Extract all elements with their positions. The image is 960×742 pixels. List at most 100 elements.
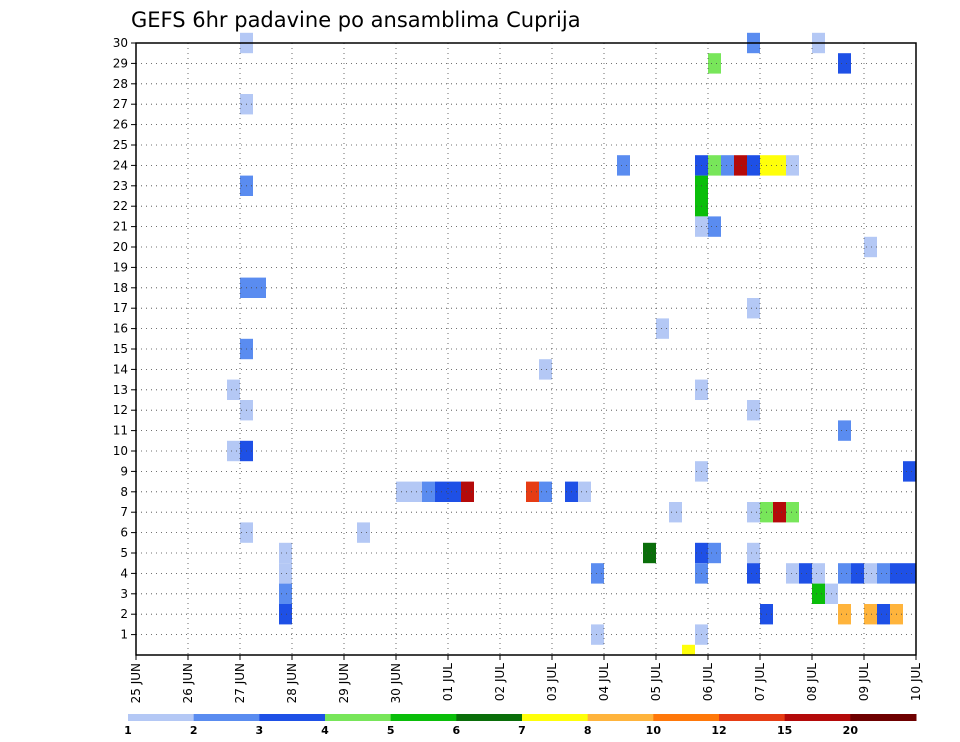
chart-title: GEFS 6hr padavine po ansamblima Cuprija xyxy=(131,8,581,32)
legend-swatch xyxy=(456,714,523,721)
precip-cell xyxy=(747,563,760,584)
precip-cell xyxy=(669,502,682,523)
legend-swatch xyxy=(719,714,786,721)
legend-label: 6 xyxy=(453,724,461,737)
y-tick-label: 13 xyxy=(113,383,128,397)
precip-cell xyxy=(864,604,877,625)
precip-cell xyxy=(864,236,877,258)
legend-label: 5 xyxy=(387,724,395,737)
precip-cell xyxy=(422,481,435,502)
y-tick-label: 3 xyxy=(120,587,128,601)
x-tick-label: 07 JUL xyxy=(753,663,767,701)
precip-cell xyxy=(838,604,851,625)
legend-swatch xyxy=(587,714,654,721)
x-tick-label: 02 JUL xyxy=(493,663,507,701)
precip-cell xyxy=(279,563,292,584)
legend-label: 3 xyxy=(256,724,264,737)
precip-cell xyxy=(747,298,760,319)
x-tick-label: 29 JUN xyxy=(337,663,351,703)
y-axis: 1234567891011121314151617181920212223242… xyxy=(113,36,136,642)
legend-swatch xyxy=(522,714,589,721)
legend-swatch xyxy=(128,714,195,721)
legend-swatch xyxy=(653,714,720,721)
precip-cell xyxy=(708,53,721,74)
precip-cell xyxy=(838,563,851,584)
precip-cell xyxy=(227,379,240,400)
x-tick-label: 09 JUL xyxy=(857,663,871,701)
legend-label: 12 xyxy=(711,724,726,737)
precip-cell xyxy=(786,502,799,523)
x-tick-label: 26 JUN xyxy=(181,663,195,703)
legend-label: 15 xyxy=(777,724,792,737)
x-tick-label: 06 JUL xyxy=(701,663,715,701)
y-tick-label: 11 xyxy=(113,424,128,438)
legend-label: 7 xyxy=(518,724,526,737)
y-tick-label: 22 xyxy=(113,199,128,213)
precip-cell xyxy=(747,400,760,421)
y-tick-label: 27 xyxy=(113,97,128,111)
y-tick-label: 15 xyxy=(113,342,128,356)
x-tick-label: 05 JUL xyxy=(649,663,663,701)
precip-cell xyxy=(773,155,786,176)
legend-swatch xyxy=(850,714,917,721)
precip-cell xyxy=(877,604,890,625)
precip-cell xyxy=(747,542,760,564)
precip-cell xyxy=(786,155,799,176)
precip-cell xyxy=(539,481,552,502)
x-axis: 25 JUN 26 JUN 27 JUN 28 JUN 29 JUN 30 JUN 01 J… xyxy=(129,655,923,703)
legend-swatch xyxy=(784,714,851,721)
x-tick-label: 03 JUL xyxy=(545,663,559,701)
color-legend: 1 2 3 4 5 6 7 8 10 12 15 20 xyxy=(124,714,917,737)
y-tick-label: 5 xyxy=(120,546,128,560)
y-tick-label: 12 xyxy=(113,403,128,417)
precip-cell xyxy=(682,644,695,655)
precip-cell xyxy=(539,359,552,380)
precip-cell xyxy=(773,502,786,523)
legend-label: 10 xyxy=(646,724,662,737)
y-tick-label: 23 xyxy=(113,179,128,193)
precip-cells xyxy=(227,32,916,655)
y-tick-label: 1 xyxy=(120,628,128,642)
precip-cell xyxy=(747,502,760,523)
precip-cell xyxy=(838,53,851,74)
y-tick-label: 16 xyxy=(113,322,128,336)
legend-label: 4 xyxy=(321,724,329,737)
precip-cell xyxy=(227,440,240,462)
legend-label: 2 xyxy=(190,724,198,737)
precip-cell xyxy=(656,318,669,339)
y-tick-label: 21 xyxy=(113,220,128,234)
y-tick-label: 24 xyxy=(113,158,128,172)
y-tick-label: 6 xyxy=(120,526,128,540)
precip-cell xyxy=(279,583,292,604)
precip-cell xyxy=(279,604,292,625)
y-tick-label: 10 xyxy=(113,444,128,458)
precip-cell xyxy=(708,216,721,237)
y-tick-label: 28 xyxy=(113,77,128,91)
precip-cell xyxy=(838,420,851,441)
precip-cell xyxy=(643,542,656,564)
precip-cell xyxy=(864,563,877,584)
precip-cell xyxy=(279,542,292,564)
precip-cell xyxy=(253,277,266,298)
y-tick-label: 9 xyxy=(120,464,128,478)
y-tick-label: 30 xyxy=(113,36,128,50)
precip-cell xyxy=(448,481,461,502)
legend-label: 8 xyxy=(584,724,592,737)
precip-cell xyxy=(578,481,591,502)
precip-cell xyxy=(747,155,760,176)
legend-swatch xyxy=(259,714,326,721)
precip-cell xyxy=(799,563,812,584)
y-tick-label: 4 xyxy=(120,566,128,580)
y-tick-label: 29 xyxy=(113,56,128,70)
y-tick-label: 25 xyxy=(113,138,128,152)
precip-cell xyxy=(851,563,864,584)
y-tick-label: 18 xyxy=(113,281,128,295)
precip-cell xyxy=(734,155,747,176)
x-tick-label: 25 JUN xyxy=(129,663,143,703)
y-tick-label: 8 xyxy=(120,485,128,499)
x-tick-label: 08 JUL xyxy=(805,663,819,701)
precip-cell xyxy=(812,563,825,584)
precip-cell xyxy=(877,563,890,584)
precip-cell xyxy=(461,481,474,502)
